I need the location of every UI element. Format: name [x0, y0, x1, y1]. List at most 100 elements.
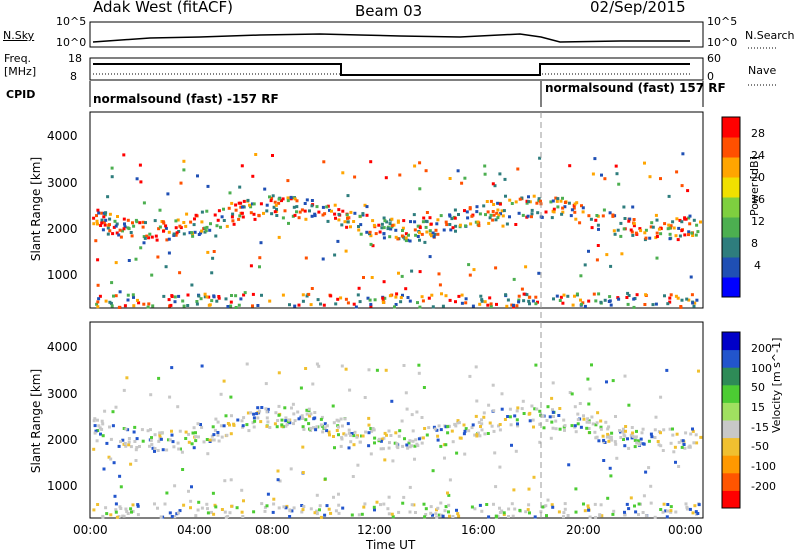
radar-return-cell [304, 210, 307, 213]
radar-return-cell [356, 464, 359, 467]
radar-return-cell [650, 502, 653, 505]
radar-return-cell [355, 436, 358, 439]
radar-return-cell [275, 214, 278, 217]
radar-return-cell [311, 215, 314, 218]
radar-return-cell [229, 511, 232, 514]
radar-return-cell [481, 428, 484, 431]
radar-return-cell [436, 218, 439, 221]
radar-return-cell [458, 421, 461, 424]
radar-return-cell [402, 219, 405, 222]
radar-return-cell [307, 422, 310, 425]
radar-return-cell [266, 504, 269, 507]
radar-return-cell [535, 408, 538, 411]
radar-return-cell [627, 507, 630, 510]
radar-return-cell [168, 231, 171, 234]
radar-return-cell [622, 206, 625, 209]
radar-return-cell [101, 515, 104, 518]
radar-return-cell [695, 224, 698, 227]
radar-return-cell [264, 510, 267, 513]
radar-return-cell [582, 503, 585, 506]
radar-return-cell [407, 234, 410, 237]
radar-return-cell [216, 431, 219, 434]
radar-return-cell [231, 215, 234, 218]
radar-return-cell [529, 419, 532, 422]
radar-return-cell [119, 229, 122, 232]
radar-return-cell [151, 304, 154, 307]
radar-return-cell [249, 411, 252, 414]
radar-return-cell [426, 220, 429, 223]
radar-return-cell [650, 435, 653, 438]
radar-return-cell [357, 293, 360, 296]
radar-return-cell [513, 278, 516, 281]
radar-return-cell [504, 418, 507, 421]
radar-return-cell [186, 304, 189, 307]
radar-return-cell [292, 403, 295, 406]
radar-return-cell [484, 213, 487, 216]
radar-return-cell [142, 440, 145, 443]
radar-return-cell [133, 426, 136, 429]
radar-return-cell [351, 514, 354, 517]
radar-return-cell [451, 515, 454, 518]
radar-return-cell [201, 211, 204, 214]
radar-return-cell [109, 513, 112, 516]
velocity-cbar-segment [722, 490, 740, 508]
radar-return-cell [223, 380, 226, 383]
radar-return-cell [412, 429, 415, 432]
radar-return-cell [177, 295, 180, 298]
radar-return-cell [685, 506, 688, 509]
radar-return-cell [215, 300, 218, 303]
radar-return-cell [282, 505, 285, 508]
radar-return-cell [204, 293, 207, 296]
radar-return-cell [96, 220, 99, 223]
radar-return-cell [123, 515, 126, 518]
radar-return-cell [290, 467, 293, 470]
radar-return-cell [283, 406, 286, 409]
radar-return-cell [506, 415, 509, 418]
radar-return-cell [638, 503, 641, 506]
radar-return-cell [336, 240, 339, 243]
radar-return-cell [693, 219, 696, 222]
radar-return-cell [226, 225, 229, 228]
radar-return-cell [278, 405, 281, 408]
radar-return-cell [465, 297, 468, 300]
radar-return-cell [482, 204, 485, 207]
radar-return-cell [503, 511, 506, 514]
radar-return-cell [159, 209, 162, 212]
radar-return-cell [313, 411, 316, 414]
radar-return-cell [410, 270, 413, 273]
radar-return-cell [389, 434, 392, 437]
radar-return-cell [586, 378, 589, 381]
radar-return-cell [683, 443, 686, 446]
radar-return-cell [207, 185, 210, 188]
radar-return-cell [670, 442, 673, 445]
radar-return-cell [212, 294, 215, 297]
radar-return-cell [432, 305, 435, 308]
radar-return-cell [622, 438, 625, 441]
radar-return-cell [681, 184, 684, 187]
radar-return-cell [414, 438, 417, 441]
radar-return-cell [234, 204, 237, 207]
radar-return-cell [457, 295, 460, 298]
radar-return-cell [139, 164, 142, 167]
radar-return-cell [388, 235, 391, 238]
radar-return-cell [116, 215, 119, 218]
radar-return-cell [401, 275, 404, 278]
radar-return-cell [502, 214, 505, 217]
radar-return-cell [333, 421, 336, 424]
radar-return-cell [377, 224, 380, 227]
radar-return-cell [262, 212, 265, 215]
radar-return-cell [147, 302, 150, 305]
radar-return-cell [511, 202, 514, 205]
radar-return-cell [626, 503, 629, 506]
radar-return-cell [274, 422, 277, 425]
radar-return-cell [647, 466, 650, 469]
radar-return-cell [241, 511, 244, 514]
radar-return-cell [397, 272, 400, 275]
radar-return-cell [559, 428, 562, 431]
radar-return-cell [437, 439, 440, 442]
radar-return-cell [473, 268, 476, 271]
radar-return-cell [345, 368, 348, 371]
radar-return-cell [696, 230, 699, 233]
radar-return-cell [136, 437, 139, 440]
radar-return-cell [516, 168, 519, 171]
